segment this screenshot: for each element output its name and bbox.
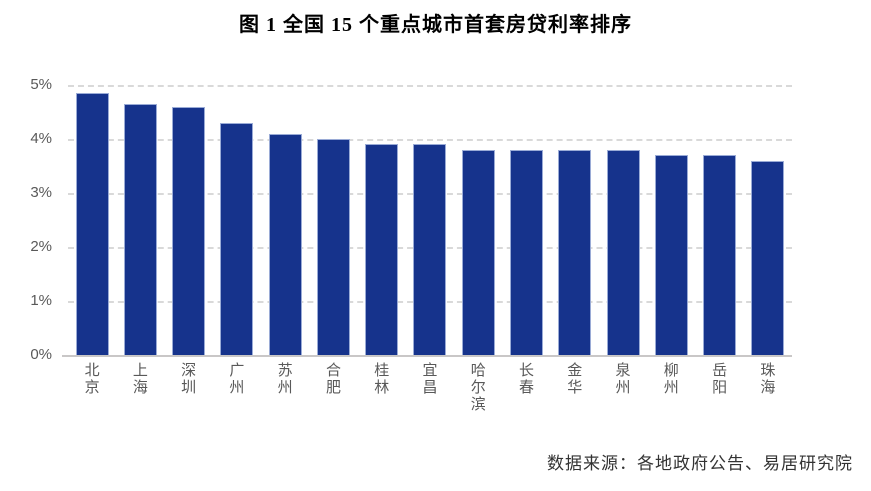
x-tick-slot: 珠海: [744, 362, 792, 396]
x-tick-slot: 泉州: [599, 362, 647, 396]
x-tick-label: 苏州: [277, 362, 293, 396]
x-tick-slot: 长春: [502, 362, 550, 396]
x-tick-label: 宜昌: [422, 362, 438, 396]
bar-slot: [695, 155, 743, 355]
bar: [510, 149, 544, 355]
bar: [558, 149, 592, 355]
bars-row: [68, 85, 792, 355]
data-source-note: 数据来源：各地政府公告、易居研究院: [547, 454, 853, 473]
x-tick-label: 广州: [229, 362, 245, 396]
x-tick-label: 岳阳: [712, 362, 728, 396]
bar-slot: [454, 149, 502, 355]
y-tick-label: 2%: [30, 238, 52, 255]
bar: [751, 160, 785, 355]
x-tick-label: 柳州: [663, 362, 679, 396]
x-tick-label: 北京: [84, 362, 100, 396]
bar-slot: [599, 149, 647, 355]
x-tick-slot: 金华: [551, 362, 599, 396]
x-axis-line: [62, 355, 792, 357]
x-tick-slot: 桂林: [358, 362, 406, 396]
bar-slot: [744, 160, 792, 355]
x-tick-label: 上海: [132, 362, 148, 396]
x-tick-slot: 深圳: [165, 362, 213, 396]
x-tick-slot: 广州: [213, 362, 261, 396]
bar: [703, 155, 737, 355]
bar: [220, 122, 254, 355]
x-tick-slot: 宜昌: [406, 362, 454, 396]
bar: [654, 155, 688, 355]
bar: [606, 149, 640, 355]
plot-area: [62, 85, 792, 357]
x-tick-label: 金华: [567, 362, 583, 396]
bar: [123, 103, 157, 355]
x-tick-label: 深圳: [181, 362, 197, 396]
x-tick-slot: 哈尔滨: [454, 362, 502, 413]
bar-slot: [309, 139, 357, 355]
x-tick-label: 哈尔滨: [470, 362, 486, 413]
gridline: [68, 139, 792, 141]
x-tick-label: 合肥: [325, 362, 341, 396]
x-tick-label: 珠海: [760, 362, 776, 396]
y-tick-label: 3%: [30, 184, 52, 201]
x-tick-slot: 岳阳: [695, 362, 743, 396]
bar: [268, 133, 302, 355]
x-tick-slot: 柳州: [647, 362, 695, 396]
bar-slot: [358, 144, 406, 355]
bar-slot: [647, 155, 695, 355]
bar-slot: [551, 149, 599, 355]
bar-slot: [165, 106, 213, 355]
bar: [461, 149, 495, 355]
bar: [365, 144, 399, 355]
bar-slot: [213, 122, 261, 355]
y-tick-label: 1%: [30, 292, 52, 309]
bar-slot: [68, 93, 116, 355]
bar-slot: [261, 133, 309, 355]
x-axis-labels: 北京 上海 深圳 广州 苏州 合肥 桂林 宜昌 哈尔滨 长春 金华 泉州 柳州 岳阳 珠海: [68, 362, 792, 413]
bar-slot: [406, 144, 454, 355]
bar: [172, 106, 206, 355]
x-tick-label: 桂林: [374, 362, 390, 396]
x-tick-label: 长春: [519, 362, 535, 396]
x-tick-slot: 苏州: [261, 362, 309, 396]
bar-slot: [502, 149, 550, 355]
y-axis-labels: 5% 4% 3% 2% 1% 0%: [0, 0, 60, 491]
x-tick-slot: 北京: [68, 362, 116, 396]
y-tick-label: 5%: [30, 76, 52, 93]
gridline: [68, 85, 792, 87]
chart-title: 图 1 全国 15 个重点城市首套房贷利率排序: [239, 14, 632, 36]
bar-slot: [116, 103, 164, 355]
y-tick-label: 0%: [30, 346, 52, 363]
bar: [413, 144, 447, 355]
y-tick-label: 4%: [30, 130, 52, 147]
x-tick-slot: 上海: [116, 362, 164, 396]
x-tick-label: 泉州: [615, 362, 631, 396]
bar: [316, 139, 350, 355]
bar: [75, 93, 109, 355]
x-tick-slot: 合肥: [309, 362, 357, 396]
